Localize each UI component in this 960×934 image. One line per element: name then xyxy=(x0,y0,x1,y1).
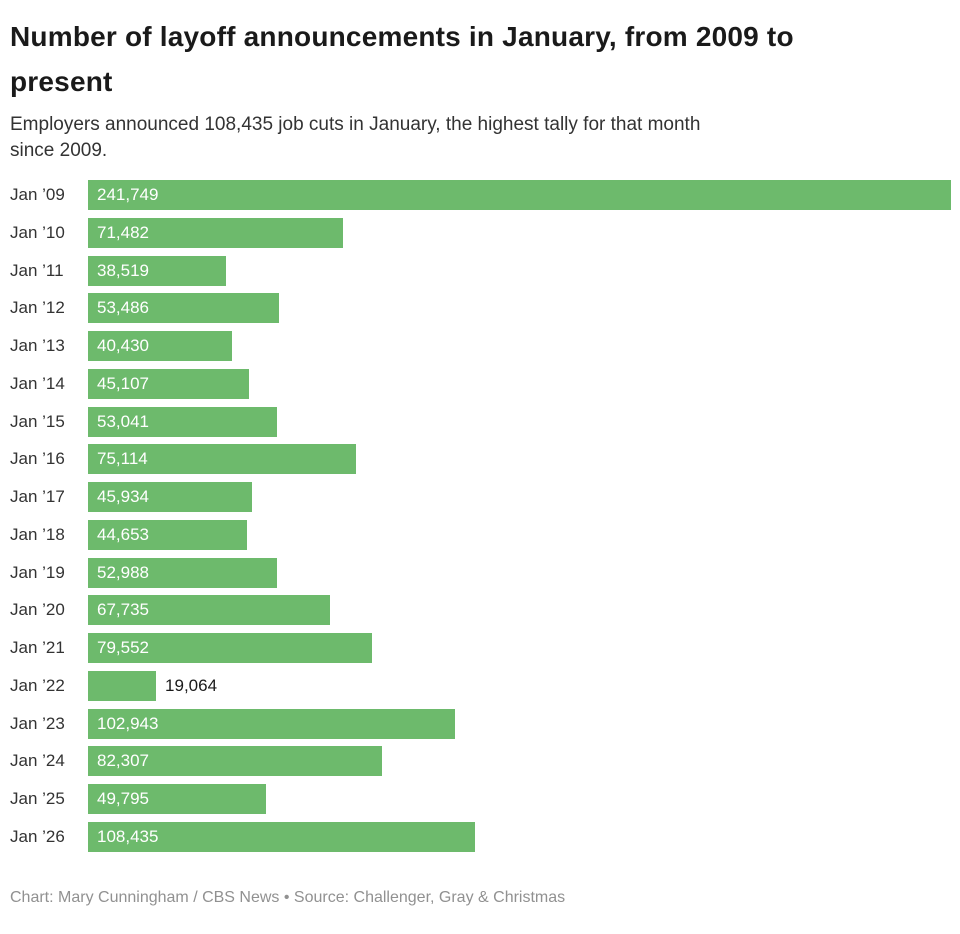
row-label: Jan ’15 xyxy=(10,411,65,431)
bar-value-label: 79,552 xyxy=(97,638,149,657)
bar-track: 53,041 xyxy=(88,406,951,437)
bar-track: 71,482 xyxy=(88,217,951,248)
bar-row: Jan ’22 19,064 xyxy=(10,670,951,701)
bar-row: Jan ’09 241,749 xyxy=(10,180,951,210)
bar-row: Jan ’15 53,041 xyxy=(10,406,951,437)
chart-credit: Chart: Mary Cunningham / CBS News • Sour… xyxy=(10,888,566,906)
bar-value-label: 82,307 xyxy=(97,751,149,771)
chart-subtitle: Employers announced 108,435 job cuts in … xyxy=(10,114,701,161)
bar-value-label: 102,943 xyxy=(97,713,159,733)
bar-chart: Jan ’09 241,749 Jan ’10 71,482 Jan ’11 3… xyxy=(10,180,951,852)
bar-track: 75,114 xyxy=(88,444,951,475)
row-label: Jan ’20 xyxy=(10,600,65,620)
bar-value-label: 75,114 xyxy=(97,449,148,469)
bar-track: 40,430 xyxy=(88,331,951,361)
bar-track: 45,107 xyxy=(88,368,951,399)
bar-value-label: 40,430 xyxy=(97,336,149,355)
row-label: Jan ’23 xyxy=(10,713,65,733)
bar xyxy=(88,180,951,210)
bar-row: Jan ’14 45,107 xyxy=(10,368,951,399)
row-label: Jan ’14 xyxy=(10,373,65,393)
bar xyxy=(88,557,278,588)
bar xyxy=(88,595,330,626)
bar-value-label: 241,749 xyxy=(97,185,159,204)
bar-value-label: 52,988 xyxy=(97,562,149,582)
bar-track: 241,749 xyxy=(88,180,951,210)
row-label: Jan ’16 xyxy=(10,449,65,469)
bar xyxy=(88,444,357,475)
bar-value-label: 67,735 xyxy=(97,600,149,620)
bar-row: Jan ’12 53,486 xyxy=(10,293,951,324)
bar-row: Jan ’21 79,552 xyxy=(10,633,951,663)
chart-title: Number of layoff announcements in Januar… xyxy=(10,21,794,97)
bar-row: Jan ’20 67,735 xyxy=(10,595,951,626)
bar-track: 52,988 xyxy=(88,557,951,588)
bar xyxy=(88,821,476,852)
bar-track: 79,552 xyxy=(88,633,951,663)
bar xyxy=(88,670,157,701)
row-label: Jan ’18 xyxy=(10,524,65,544)
bar-row: Jan ’19 52,988 xyxy=(10,557,951,588)
bar-rows: Jan ’09 241,749 Jan ’10 71,482 Jan ’11 3… xyxy=(10,180,951,852)
bar-value-label: 108,435 xyxy=(97,826,159,846)
bar-row: Jan ’16 75,114 xyxy=(10,444,951,475)
bar-row: Jan ’18 44,653 xyxy=(10,519,951,550)
bar-track: 108,435 xyxy=(88,821,951,852)
row-label: Jan ’17 xyxy=(10,487,65,506)
bar-track: 19,064 xyxy=(88,670,951,701)
bar-row: Jan ’17 45,934 xyxy=(10,482,951,512)
bar-row: Jan ’26 108,435 xyxy=(10,821,951,852)
row-label: Jan ’12 xyxy=(10,298,65,318)
bar-value-label: 45,934 xyxy=(97,487,149,506)
bar-value-label: 19,064 xyxy=(165,675,218,695)
bar-value-label: 53,041 xyxy=(97,411,149,431)
bar xyxy=(88,746,382,777)
row-label: Jan ’09 xyxy=(10,185,65,204)
bar-track: 53,486 xyxy=(88,293,951,324)
bar-value-label: 44,653 xyxy=(97,524,149,544)
bar xyxy=(88,293,279,324)
bar-value-label: 49,795 xyxy=(97,789,149,808)
row-label: Jan ’24 xyxy=(10,751,65,771)
bar-row: Jan ’10 71,482 xyxy=(10,217,951,248)
bar xyxy=(88,255,226,286)
bar-track: 49,795 xyxy=(88,784,951,814)
row-label: Jan ’22 xyxy=(10,675,65,695)
row-label: Jan ’21 xyxy=(10,638,65,657)
bar xyxy=(88,519,248,550)
bar xyxy=(88,784,266,814)
bar-row: Jan ’24 82,307 xyxy=(10,746,951,777)
row-label: Jan ’13 xyxy=(10,336,65,355)
row-label: Jan ’25 xyxy=(10,789,65,808)
bar xyxy=(88,633,372,663)
bar-row: Jan ’13 40,430 xyxy=(10,331,951,361)
bar-value-label: 71,482 xyxy=(97,222,149,242)
row-label: Jan ’19 xyxy=(10,562,65,582)
row-label: Jan ’11 xyxy=(10,260,64,280)
bar-track: 82,307 xyxy=(88,746,951,777)
bar xyxy=(88,368,250,399)
row-label: Jan ’10 xyxy=(10,222,65,242)
row-label: Jan ’26 xyxy=(10,826,65,846)
bar-row: Jan ’23 102,943 xyxy=(10,708,951,739)
bar-value-label: 45,107 xyxy=(97,373,149,393)
bar-track: 45,934 xyxy=(88,482,951,512)
bar xyxy=(88,482,252,512)
bar xyxy=(88,331,233,361)
bar-value-label: 53,486 xyxy=(97,298,149,318)
bar-track: 67,735 xyxy=(88,595,951,626)
bar-track: 38,519 xyxy=(88,255,951,286)
bar xyxy=(88,708,456,739)
bar-value-label: 38,519 xyxy=(97,260,149,280)
bar-row: Jan ’25 49,795 xyxy=(10,784,951,814)
bar xyxy=(88,406,278,437)
bar-track: 44,653 xyxy=(88,519,951,550)
bar xyxy=(88,217,344,248)
bar-row: Jan ’11 38,519 xyxy=(10,255,951,286)
bar-track: 102,943 xyxy=(88,708,951,739)
